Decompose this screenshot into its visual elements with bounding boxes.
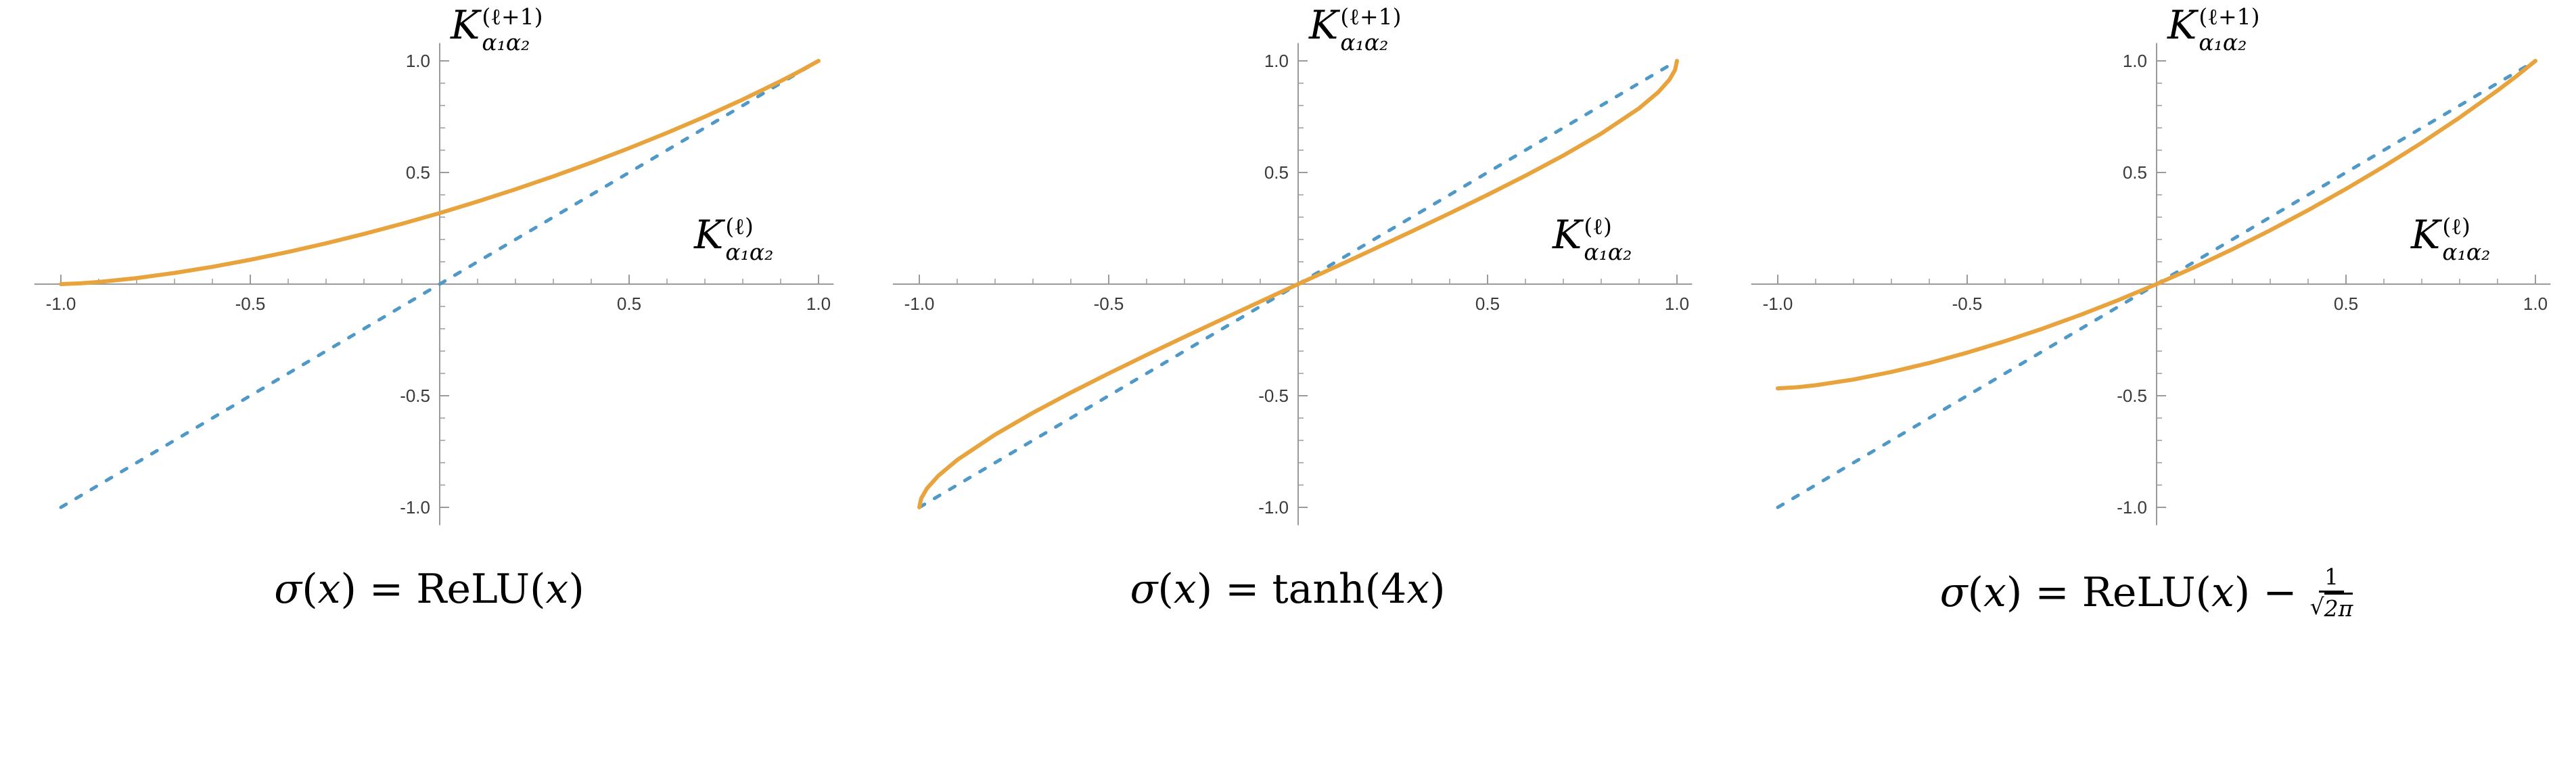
caption-variable: x — [2211, 568, 2234, 616]
caption-variable: x — [317, 566, 341, 613]
x-tick-label: 1.0 — [1665, 294, 1689, 314]
x-tick-label: 0.5 — [1475, 294, 1500, 314]
figure-caption: σ(x) = ReLU(x) − 1 √ 2π — [1717, 564, 2576, 626]
x-tick-label: -1.0 — [904, 294, 935, 314]
y-tick-label: -0.5 — [1258, 386, 1289, 406]
kernel-recursion-curve — [59, 59, 821, 286]
x-tick-label: 1.0 — [806, 294, 831, 314]
kernel-recursion-curve — [1776, 59, 2537, 391]
axis-label-scripts: (ℓ+1) α₁α₂ — [2199, 3, 2260, 55]
x-axis-label: K (ℓ) α₁α₂ — [2411, 212, 2491, 265]
axis-label-base: K — [1309, 2, 1339, 48]
plot-area: -1.0 -0.5 0.5 1.0 -1.0 -0.5 0.5 1.0 K (ℓ+1) α₁α₂ … — [0, 0, 858, 555]
panel-relu-centered: -1.0 -0.5 0.5 1.0 -1.0 -0.5 0.5 1.0 K (ℓ+1) α₁α₂ … — [1717, 0, 2576, 782]
y-tick-label: -1.0 — [1258, 497, 1289, 518]
x-axis-label: K (ℓ) α₁α₂ — [1552, 212, 1632, 265]
caption-variable: x — [545, 566, 569, 613]
axis-label-scripts: (ℓ+1) α₁α₂ — [1340, 3, 1402, 55]
x-tick-label: 0.5 — [617, 294, 641, 314]
y-tick-label: -0.5 — [400, 386, 430, 406]
axis-label-scripts: (ℓ) α₁α₂ — [1584, 213, 1632, 265]
figure-caption: σ(x) = tanh(4x) — [858, 566, 1717, 613]
y-axis-label: K (ℓ+1) α₁α₂ — [1309, 5, 1402, 54]
caption-text: ) = ReLU( — [340, 566, 546, 613]
caption-text: ( — [1157, 566, 1174, 613]
caption-text: ) − — [2234, 568, 2310, 616]
x-axis-label: K (ℓ) α₁α₂ — [694, 212, 774, 265]
plot-area: -1.0 -0.5 0.5 1.0 -1.0 -0.5 0.5 1.0 K (ℓ+1) α₁α₂ … — [1717, 0, 2575, 555]
y-tick-label: 0.5 — [1264, 162, 1289, 183]
caption-variable: x — [1173, 566, 1197, 613]
caption-variable: x — [1983, 568, 2006, 616]
caption-text: ) = ReLU( — [2006, 568, 2211, 616]
fraction: 1 √ 2π — [2309, 564, 2353, 622]
plot-canvas: -1.0 -0.5 0.5 1.0 -1.0 -0.5 0.5 1.0 — [1751, 43, 2551, 526]
caption-text: ( — [1967, 568, 1984, 616]
caption-variable: x — [1406, 566, 1430, 613]
y-tick-label: -0.5 — [2117, 386, 2147, 406]
panel-relu: -1.0 -0.5 0.5 1.0 -1.0 -0.5 0.5 1.0 K (ℓ+1) α₁α₂ … — [0, 0, 858, 782]
y-axis-label: K (ℓ+1) α₁α₂ — [451, 5, 543, 54]
axis-label-scripts: (ℓ+1) α₁α₂ — [482, 3, 543, 55]
y-tick-label: 1.0 — [406, 51, 430, 71]
axis-label-scripts: (ℓ) α₁α₂ — [2442, 213, 2491, 265]
caption-text: ) — [1429, 566, 1446, 613]
y-tick-label: -1.0 — [400, 497, 430, 518]
axis-label-base: K — [694, 212, 724, 258]
y-tick-label: 0.5 — [2123, 162, 2147, 183]
axis-label-base: K — [2411, 212, 2441, 258]
y-tick-label: -1.0 — [2117, 497, 2147, 518]
caption-text: ) = tanh(4 — [1196, 566, 1407, 613]
plot-canvas: -1.0 -0.5 0.5 1.0 -1.0 -0.5 0.5 1.0 — [34, 43, 834, 526]
x-tick-label: -0.5 — [1094, 294, 1124, 314]
panel-tanh4x: -1.0 -0.5 0.5 1.0 -1.0 -0.5 0.5 1.0 K (ℓ+1) α₁α₂ … — [858, 0, 1717, 782]
axis-label-base: K — [451, 2, 480, 48]
caption-variable: σ — [274, 566, 302, 613]
x-tick-label: -0.5 — [235, 294, 266, 314]
figure-caption: σ(x) = ReLU(x) — [0, 566, 858, 613]
y-tick-label: 0.5 — [406, 162, 430, 183]
axis-label-base: K — [1552, 212, 1582, 258]
identity-line — [59, 59, 821, 509]
plot-canvas: -1.0 -0.5 0.5 1.0 -1.0 -0.5 0.5 1.0 — [892, 43, 1693, 526]
caption-variable: σ — [1130, 566, 1158, 613]
plot-area: -1.0 -0.5 0.5 1.0 -1.0 -0.5 0.5 1.0 K (ℓ+1) α₁α₂ … — [858, 0, 1717, 555]
caption-text: ( — [302, 566, 318, 613]
x-tick-label: -0.5 — [1952, 294, 1983, 314]
y-axis-label: K (ℓ+1) α₁α₂ — [2167, 5, 2260, 54]
caption-text: ) — [568, 566, 584, 613]
x-tick-label: 0.5 — [2334, 294, 2358, 314]
x-tick-label: -1.0 — [1763, 294, 1793, 314]
axis-label-scripts: (ℓ) α₁α₂ — [725, 213, 774, 265]
x-tick-label: -1.0 — [46, 294, 76, 314]
y-tick-label: 1.0 — [2123, 51, 2147, 71]
axis-label-base: K — [2167, 2, 2197, 48]
x-tick-label: 1.0 — [2523, 294, 2548, 314]
kernel-recursion-curve — [917, 59, 1679, 509]
caption-variable: σ — [1939, 568, 1968, 616]
y-tick-label: 1.0 — [1264, 51, 1289, 71]
